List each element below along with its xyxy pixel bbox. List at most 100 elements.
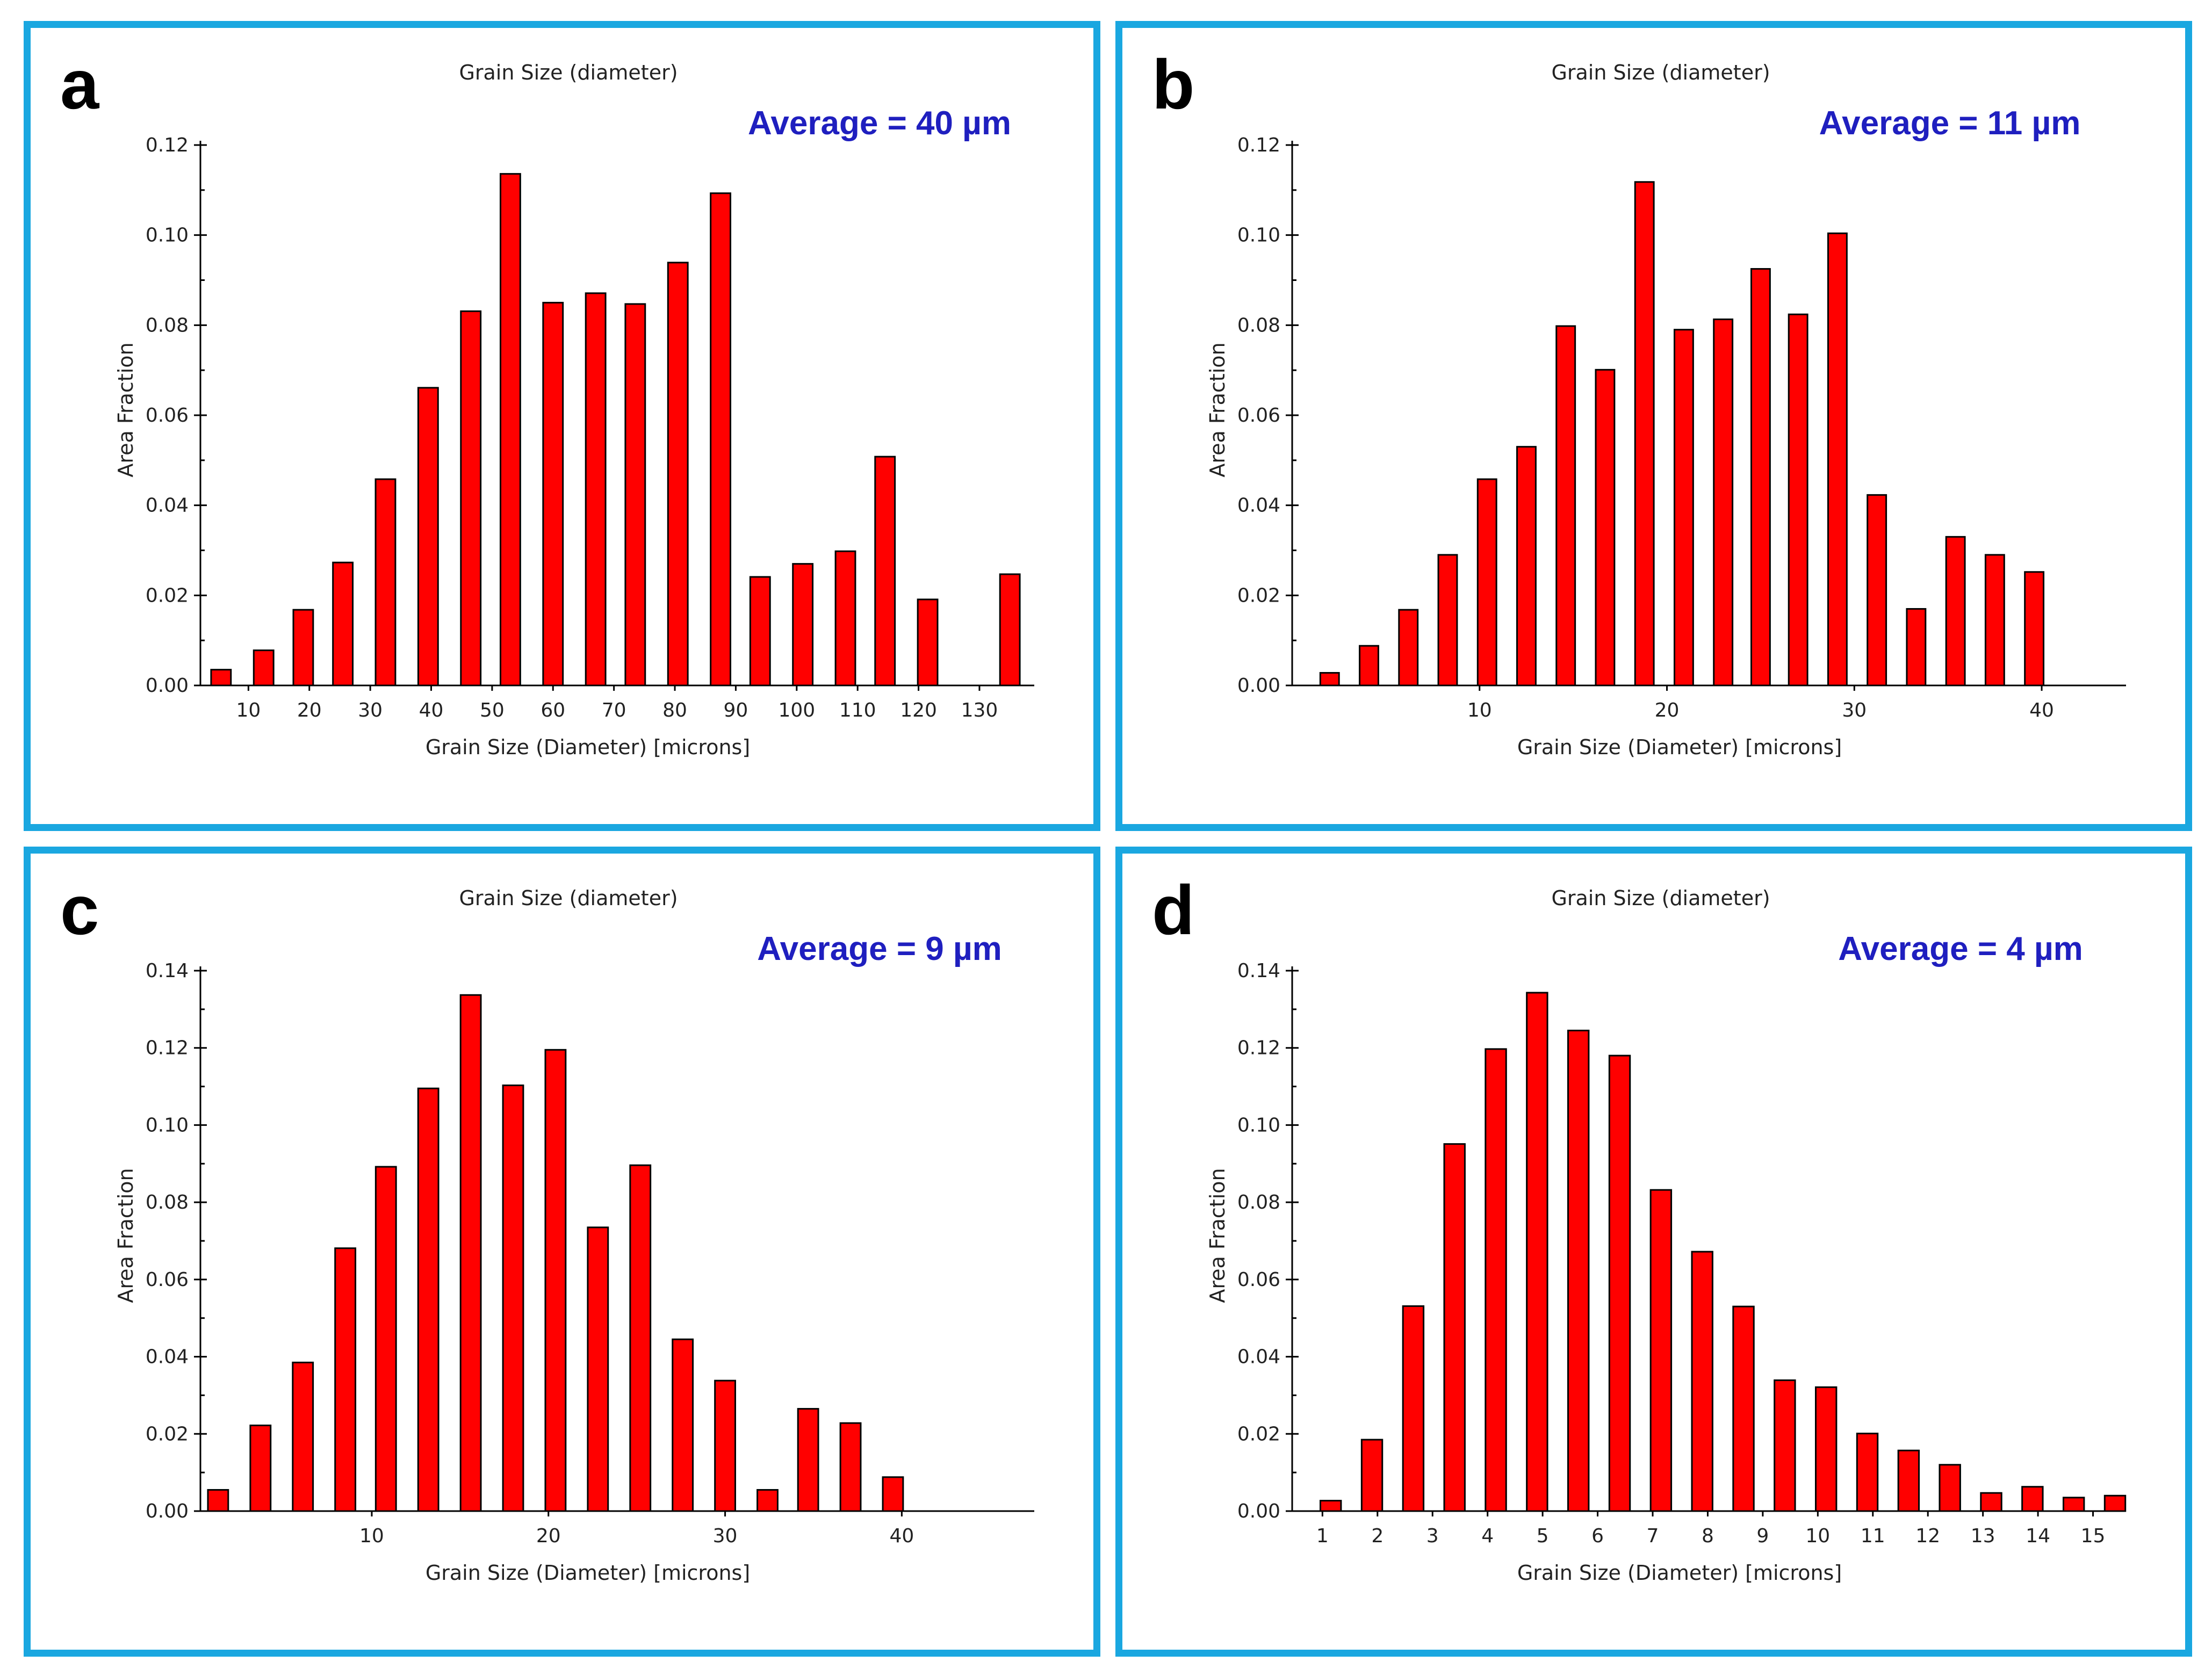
chart-title: Grain Size (diameter) <box>459 886 678 910</box>
bar <box>749 576 771 687</box>
bar <box>1319 672 1340 687</box>
x-tick-label: 9 <box>1756 1525 1769 1547</box>
x-tick-label: 10 <box>1805 1525 1830 1547</box>
chart-title: Grain Size (diameter) <box>459 61 678 84</box>
bar <box>459 994 482 1512</box>
x-tick-label: 110 <box>839 699 876 721</box>
bar <box>1437 554 1458 687</box>
y-tick-label: 0.10 <box>146 225 189 247</box>
bar <box>1476 478 1497 687</box>
bar <box>1691 1251 1713 1512</box>
x-tick-label: 11 <box>1861 1525 1885 1547</box>
x-tick-label: 60 <box>541 699 565 721</box>
chart-d: d Grain Size (diameter) Average = 4 µm 0… <box>1152 871 2127 1585</box>
panel-letter: b <box>1152 45 1194 124</box>
bar <box>756 1489 779 1512</box>
chart-title: Grain Size (diameter) <box>1551 886 1770 910</box>
x-tick-label: 70 <box>602 699 626 721</box>
x-tick-label: 30 <box>1842 699 1867 721</box>
x-tick-label: 1 <box>1316 1525 1329 1547</box>
panel-c: c Grain Size (diameter) Average = 9 µm 0… <box>24 847 1100 1657</box>
bar <box>499 173 521 687</box>
x-tick-label: 40 <box>2029 699 2054 721</box>
bar <box>417 1087 439 1512</box>
bar <box>1856 1433 1879 1512</box>
plot-area: 0.00 0.02 0.04 0.06 0.08 0.10 0.12 0.14 10 20 30 40… <box>114 960 1034 1585</box>
bar <box>1360 1439 1384 1512</box>
y-tick-label: 0.06 <box>146 404 189 427</box>
plot-area: 0.00 0.02 0.04 0.06 0.08 0.10 0.12 10 20 30 40 50 60… <box>114 134 1034 759</box>
bar <box>917 598 939 687</box>
bar <box>334 1247 357 1512</box>
x-tick-label: 8 <box>1702 1525 1714 1547</box>
bar <box>1939 1464 1961 1512</box>
bar <box>710 192 732 687</box>
bar <box>1906 608 1927 687</box>
y-tick-label: 0.02 <box>146 1423 189 1445</box>
bar <box>1827 232 1848 687</box>
x-tick-label: 10 <box>1467 699 1492 721</box>
y-axis-label: Area Fraction <box>1206 342 1229 477</box>
y-axis-label: Area Fraction <box>114 342 138 477</box>
bar <box>292 1361 314 1512</box>
x-tick-label: 20 <box>536 1525 561 1547</box>
y-tick-label: 0.12 <box>146 134 189 156</box>
y-tick-label: 0.06 <box>146 1269 189 1291</box>
bar <box>672 1338 694 1512</box>
bar <box>253 649 275 687</box>
bar <box>839 1422 862 1512</box>
y-tick-label: 0.14 <box>1237 960 1280 982</box>
bar <box>542 301 564 687</box>
y-tick-label: 0.04 <box>146 1346 189 1368</box>
bar <box>1897 1449 1920 1512</box>
y-tick-label: 0.04 <box>1237 1346 1280 1368</box>
bar <box>1595 369 1616 687</box>
bar <box>1732 1305 1755 1512</box>
bar <box>834 550 856 687</box>
y-tick-label: 0.00 <box>146 675 189 697</box>
y-tick-label: 0.08 <box>1237 314 1280 336</box>
bar <box>1526 992 1548 1512</box>
x-tick-label: 6 <box>1591 1525 1604 1547</box>
y-axis-label: Area Fraction <box>114 1168 138 1303</box>
x-axis-label: Grain Size (Diameter) [microns] <box>1517 1561 1842 1585</box>
bar <box>2024 571 2045 687</box>
bar <box>292 609 314 687</box>
bar <box>882 1476 904 1512</box>
chart-title: Grain Size (diameter) <box>1551 61 1770 84</box>
bar <box>1814 1386 1838 1512</box>
y-tick-label: 0.02 <box>146 584 189 606</box>
bar <box>2103 1494 2127 1512</box>
x-tick-label: 80 <box>662 699 687 721</box>
bar <box>1443 1143 1466 1512</box>
y-tick-label: 0.14 <box>146 960 189 982</box>
x-axis-label: Grain Size (Diameter) [microns] <box>1517 735 1842 759</box>
y-tick-label: 0.00 <box>1237 1500 1280 1522</box>
bar <box>1649 1189 1673 1512</box>
bar <box>629 1164 652 1512</box>
plot-area: 0.00 0.02 0.04 0.06 0.08 0.10 0.12 10 20 30 40 Grai… <box>1206 134 2126 759</box>
bar <box>1867 494 1887 687</box>
bar <box>1516 446 1537 687</box>
bar <box>1398 609 1419 687</box>
y-tick-label: 0.06 <box>1237 404 1280 427</box>
bar <box>1634 181 1655 687</box>
bar <box>2062 1497 2085 1512</box>
x-tick-label: 130 <box>961 699 998 721</box>
y-tick-label: 0.06 <box>1237 1269 1280 1291</box>
x-tick-label: 90 <box>724 699 748 721</box>
panel-d: d Grain Size (diameter) Average = 4 µm 0… <box>1115 847 2192 1657</box>
bar <box>1673 329 1694 687</box>
bar <box>207 1489 229 1512</box>
bar <box>792 563 814 687</box>
y-tick-label: 0.00 <box>146 1500 189 1522</box>
bar <box>1984 554 2005 687</box>
bar <box>249 1424 272 1512</box>
panel-b: b Grain Size (diameter) Average = 11 µm … <box>1115 21 2192 831</box>
x-tick-label: 100 <box>778 699 815 721</box>
average-annotation: Average = 4 µm <box>1838 930 2083 967</box>
bar <box>999 573 1021 687</box>
bar <box>2021 1486 2044 1512</box>
bar <box>1608 1054 1631 1512</box>
bar <box>1713 318 1734 687</box>
